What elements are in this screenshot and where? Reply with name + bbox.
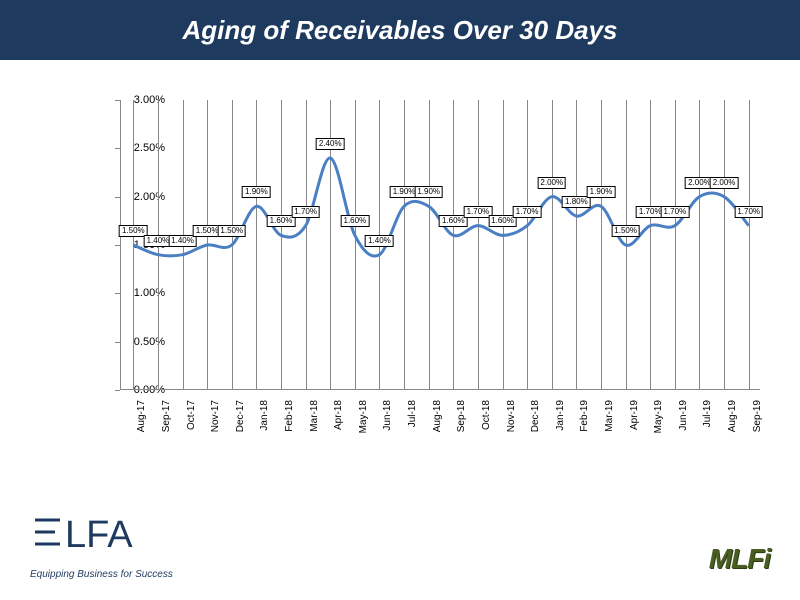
- data-label: 1.40%: [365, 235, 394, 247]
- x-tick-label: Aug-18: [432, 400, 443, 432]
- line-series: [121, 100, 761, 390]
- x-tick-label: May-18: [358, 400, 369, 433]
- x-tick-label: May-19: [653, 400, 664, 433]
- data-label: 1.60%: [341, 215, 370, 227]
- x-tick-label: Jun-19: [678, 400, 689, 431]
- plot-region: 1.50%1.40%1.40%1.50%1.50%1.90%1.60%1.70%…: [120, 100, 760, 390]
- title-bar: Aging of Receivables Over 30 Days: [0, 0, 800, 60]
- x-tick-label: Sep-17: [161, 400, 172, 432]
- x-tick-label: Oct-17: [186, 400, 197, 430]
- chart-title: Aging of Receivables Over 30 Days: [183, 15, 618, 46]
- x-tick-label: Sep-19: [752, 400, 763, 432]
- x-tick-label: Jun-18: [382, 400, 393, 431]
- data-label: 1.70%: [291, 206, 320, 218]
- x-tick-label: Jul-19: [702, 400, 713, 427]
- data-label: 2.00%: [537, 177, 566, 189]
- x-tick-label: Jan-18: [259, 400, 270, 431]
- x-tick-label: Feb-18: [284, 400, 295, 432]
- data-label: 1.90%: [587, 186, 616, 198]
- x-tick-label: Nov-17: [210, 400, 221, 432]
- data-label: 1.90%: [242, 186, 271, 198]
- data-label: 1.70%: [734, 206, 763, 218]
- x-tick-label: Apr-19: [629, 400, 640, 430]
- x-tick-label: Dec-18: [530, 400, 541, 432]
- y-tick-mark: [115, 390, 120, 391]
- elfa-logo-svg: LFA: [30, 512, 180, 562]
- data-label: 2.40%: [316, 138, 345, 150]
- x-tick-label: Mar-18: [309, 400, 320, 432]
- data-label: 2.00%: [710, 177, 739, 189]
- data-label: 1.90%: [414, 186, 443, 198]
- x-tick-label: Aug-17: [136, 400, 147, 432]
- svg-text:LFA: LFA: [65, 514, 133, 556]
- elfa-tagline: Equipping Business for Success: [30, 569, 190, 580]
- x-tick-label: Jan-19: [555, 400, 566, 431]
- x-tick-label: Feb-19: [579, 400, 590, 432]
- elfa-logo: LFA Equipping Business for Success: [30, 512, 190, 580]
- x-tick-label: Nov-18: [506, 400, 517, 432]
- x-tick-label: Aug-19: [727, 400, 738, 432]
- data-label: 1.70%: [661, 206, 690, 218]
- x-tick-label: Dec-17: [235, 400, 246, 432]
- data-label: 1.50%: [611, 225, 640, 237]
- x-tick-label: Mar-19: [604, 400, 615, 432]
- data-label: 1.50%: [217, 225, 246, 237]
- x-tick-label: Oct-18: [481, 400, 492, 430]
- mlfi-logo: MLFi: [709, 543, 770, 575]
- x-tick-label: Apr-18: [333, 400, 344, 430]
- chart-area: 0.00%0.50%1.00%1.50%2.00%2.50%3.00% 1.50…: [70, 100, 760, 430]
- data-label: 1.70%: [513, 206, 542, 218]
- x-tick-label: Jul-18: [407, 400, 418, 427]
- x-tick-label: Sep-18: [456, 400, 467, 432]
